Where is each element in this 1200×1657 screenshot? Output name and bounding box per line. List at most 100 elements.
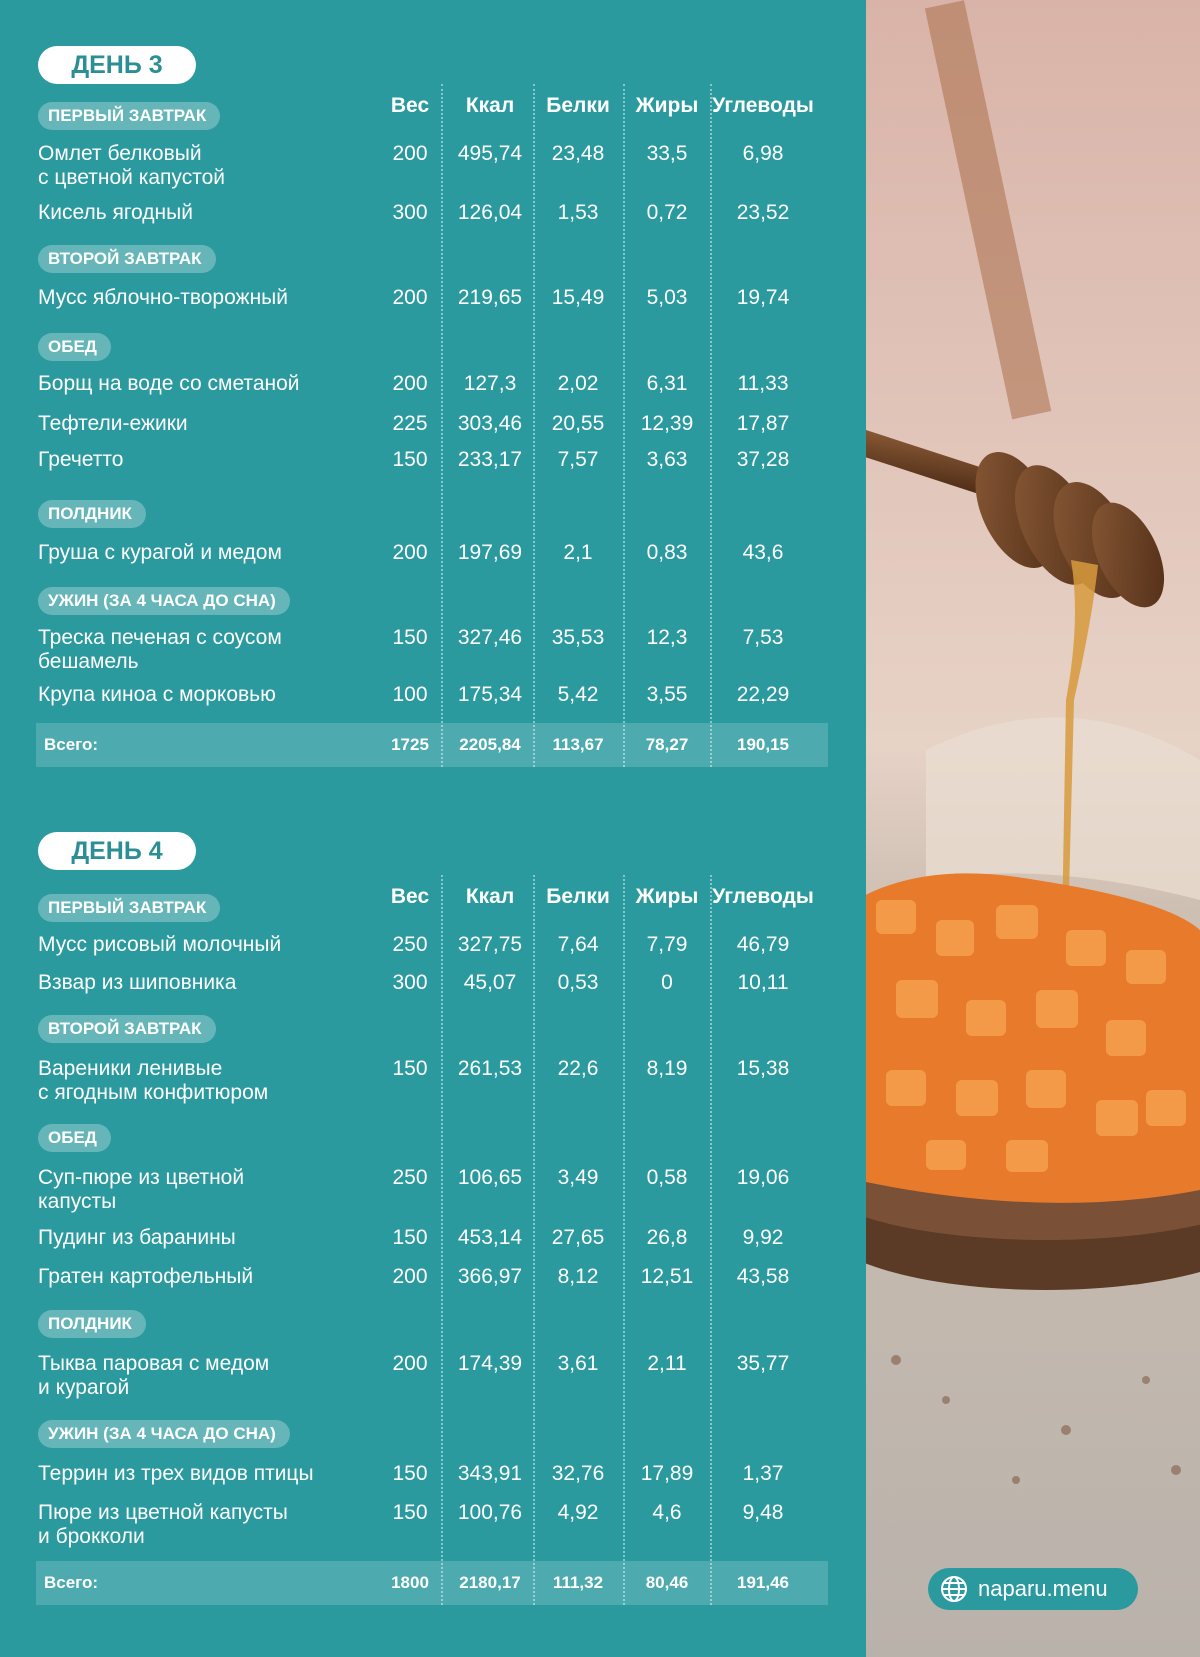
dish-name: Тефтели-ежики xyxy=(38,412,188,435)
nutrition-value: 200 xyxy=(392,372,428,395)
nutrition-value: 303,46 xyxy=(457,412,523,435)
nutrition-value: 106,65 xyxy=(457,1166,523,1189)
nutrition-value: 0,72 xyxy=(646,201,688,224)
total-band xyxy=(36,723,828,767)
nutrition-value: 200 xyxy=(392,1265,428,1288)
column-divider xyxy=(623,84,625,767)
nutrition-value: 366,97 xyxy=(457,1265,523,1288)
nutrition-value: 100 xyxy=(392,683,428,706)
nutrition-value: 453,14 xyxy=(457,1226,523,1249)
nutrition-value: 17,87 xyxy=(736,412,790,435)
nutrition-value: 175,34 xyxy=(457,683,523,706)
total-value: 78,27 xyxy=(645,735,689,754)
column-header: Ккал xyxy=(465,885,515,908)
column-header: Вес xyxy=(390,885,430,908)
dish-name: Пудинг из баранины xyxy=(38,1226,236,1249)
total-value: 80,46 xyxy=(645,1573,689,1592)
nutrition-value: 200 xyxy=(392,541,428,564)
nutrition-value: 3,63 xyxy=(646,448,688,471)
nutrition-value: 150 xyxy=(392,1226,428,1249)
nutrition-value: 1,53 xyxy=(557,201,599,224)
nutrition-value: 250 xyxy=(392,1166,428,1189)
column-divider xyxy=(623,875,625,1605)
day-title: ДЕНЬ 3 xyxy=(38,46,196,84)
nutrition-value: 1,37 xyxy=(742,1462,784,1485)
total-value: 2205,84 xyxy=(459,735,521,754)
nutrition-value: 3,49 xyxy=(557,1166,599,1189)
nutrition-value: 200 xyxy=(392,142,428,165)
nutrition-value: 5,42 xyxy=(557,683,599,706)
dish-name: Гречетто xyxy=(38,448,124,471)
meal-label: ВТОРОЙ ЗАВТРАК xyxy=(38,1015,216,1043)
nutrition-value: 43,6 xyxy=(742,541,784,564)
nutrition-value: 37,28 xyxy=(736,448,790,471)
nutrition-value: 200 xyxy=(392,1352,428,1375)
nutrition-value: 43,58 xyxy=(736,1265,790,1288)
nutrition-value: 8,12 xyxy=(557,1265,599,1288)
nutrition-value: 6,31 xyxy=(646,372,688,395)
column-divider xyxy=(710,84,712,767)
nutrition-value: 495,74 xyxy=(457,142,523,165)
column-header: Вес xyxy=(390,94,430,117)
dish-name: Тыква паровая с медом и курагой xyxy=(38,1352,270,1399)
nutrition-value: 7,79 xyxy=(646,933,688,956)
dish-name: Суп-пюре из цветной капусты xyxy=(38,1166,245,1213)
meal-label: ОБЕД xyxy=(38,333,111,361)
column-header: Жиры xyxy=(635,94,699,117)
total-label: Всего: xyxy=(44,1573,99,1592)
total-value: 191,46 xyxy=(737,1573,789,1592)
meal-label: ПОЛДНИК xyxy=(38,1310,146,1338)
nutrition-value: 4,6 xyxy=(652,1501,682,1524)
menu-panel: ДЕНЬ 3 Вес Ккал Белки Жиры Углеводы ПЕРВЫЙ ЗАВ… xyxy=(36,46,828,1605)
meal-label: ПОЛДНИК xyxy=(38,500,146,528)
nutrition-value: 100,76 xyxy=(457,1501,523,1524)
column-header: Белки xyxy=(546,885,610,908)
site-badge[interactable]: naparu.menu xyxy=(928,1568,1138,1610)
nutrition-value: 150 xyxy=(392,1462,428,1485)
column-header: Ккал xyxy=(465,94,515,117)
nutrition-value: 8,19 xyxy=(646,1057,688,1080)
nutrition-value: 0,53 xyxy=(557,971,599,994)
dish-name: Взвар из шиповника xyxy=(38,971,237,994)
nutrition-value: 200 xyxy=(392,286,428,309)
globe-icon xyxy=(941,1576,967,1602)
nutrition-value: 300 xyxy=(392,971,428,994)
column-header: Углеводы xyxy=(712,94,814,117)
column-header: Жиры xyxy=(635,885,699,908)
total-value: 1800 xyxy=(391,1573,429,1592)
nutrition-value: 35,53 xyxy=(551,626,605,649)
nutrition-value: 33,5 xyxy=(646,142,688,165)
nutrition-value: 233,17 xyxy=(457,448,523,471)
dish-name: Борщ на воде со сметаной xyxy=(38,372,300,395)
nutrition-value: 126,04 xyxy=(457,201,523,224)
nutrition-value: 127,3 xyxy=(463,372,517,395)
nutrition-value: 197,69 xyxy=(457,541,523,564)
nutrition-value: 19,06 xyxy=(736,1166,790,1189)
nutrition-value: 150 xyxy=(392,448,428,471)
meal-label: ОБЕД xyxy=(38,1124,111,1152)
column-divider xyxy=(441,84,443,767)
dish-name: Вареники ленивые с ягодным конфитюром xyxy=(38,1057,269,1104)
nutrition-value: 5,03 xyxy=(646,286,688,309)
dish-name: Треска печеная с соусом бешамель xyxy=(38,626,282,673)
nutrition-value: 22,29 xyxy=(736,683,790,706)
total-value: 2180,17 xyxy=(459,1573,521,1592)
nutrition-value: 15,49 xyxy=(551,286,605,309)
dish-name: Груша с курагой и медом xyxy=(38,541,282,564)
nutrition-value: 2,11 xyxy=(647,1352,687,1375)
column-header: Белки xyxy=(546,94,610,117)
nutrition-value: 0 xyxy=(661,971,673,994)
nutrition-value: 15,38 xyxy=(736,1057,790,1080)
dish-name: Террин из трех видов птицы xyxy=(38,1462,314,1485)
total-value: 190,15 xyxy=(737,735,789,754)
dish-name: Пюре из цветной капусты и брокколи xyxy=(38,1501,288,1548)
nutrition-value: 174,39 xyxy=(457,1352,523,1375)
nutrition-value: 11,33 xyxy=(737,372,789,395)
dish-name: Мусс рисовый молочный xyxy=(38,933,282,956)
nutrition-value: 7,53 xyxy=(742,626,784,649)
nutrition-value: 150 xyxy=(392,1057,428,1080)
food-photo xyxy=(866,0,1200,1657)
nutrition-value: 327,75 xyxy=(457,933,523,956)
nutrition-value: 22,6 xyxy=(557,1057,599,1080)
